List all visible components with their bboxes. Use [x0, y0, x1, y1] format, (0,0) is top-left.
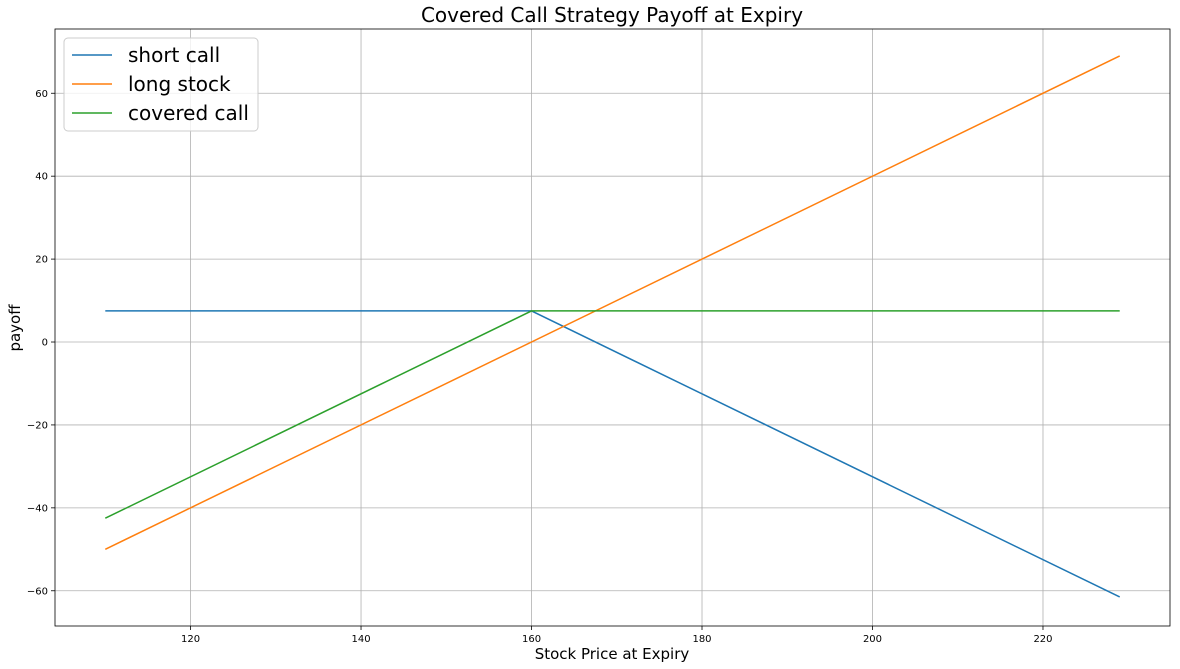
y-tick-label: 0	[42, 338, 48, 349]
series-line-short-call	[105, 310, 1121, 598]
y-tick-label: −40	[27, 503, 48, 514]
y-tick-label: −20	[27, 420, 48, 431]
x-tick-label: 140	[351, 634, 370, 645]
legend-items: short call long stock covered call	[72, 43, 249, 125]
series-line-long-stock	[104, 55, 1121, 550]
legend-label-short-call: short call	[128, 43, 220, 67]
x-tick-label: 200	[863, 634, 882, 645]
legend-label-covered-call: covered call	[128, 101, 249, 125]
x-tick-label: 120	[181, 634, 200, 645]
x-axis-label: Stock Price at Expiry	[535, 645, 690, 663]
x-tick-label: 160	[522, 634, 541, 645]
y-tick-label: 40	[35, 172, 48, 183]
y-tick-label: 20	[35, 255, 48, 266]
plot-frame	[54, 28, 1171, 627]
y-axis-ticks: −60 −40 −20 0 20 40 60	[27, 89, 55, 597]
y-tick-label: −60	[27, 586, 48, 597]
series-line-covered-call	[104, 310, 1120, 519]
series-lines	[104, 55, 1121, 598]
x-tick-label: 220	[1033, 634, 1052, 645]
x-axis-ticks: 120 140 160 180 200 220	[181, 626, 1053, 645]
chart-title: Covered Call Strategy Payoff at Expiry	[421, 3, 803, 27]
legend-frame	[63, 37, 259, 132]
y-axis-label: payoff	[6, 304, 24, 352]
legend: short call long stock covered call	[63, 37, 259, 132]
legend-label-long-stock: long stock	[128, 72, 231, 96]
grid-lines	[55, 29, 1170, 626]
y-tick-label: 60	[35, 89, 48, 100]
x-tick-label: 180	[692, 634, 711, 645]
